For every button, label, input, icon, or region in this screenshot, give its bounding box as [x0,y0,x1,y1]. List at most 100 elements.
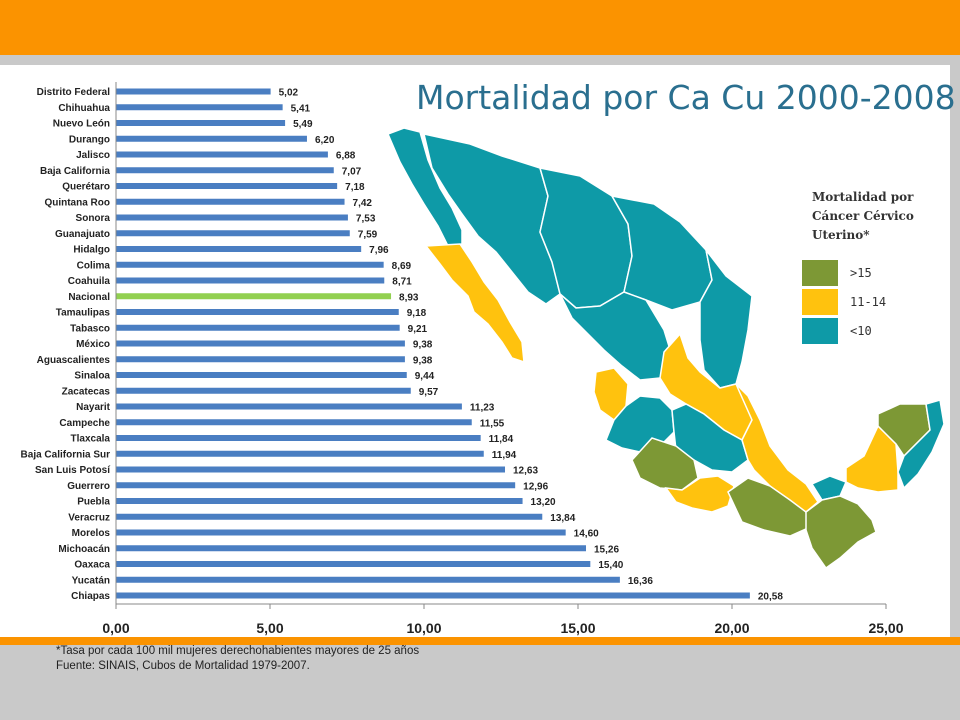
map-baja-california-sur [424,243,525,364]
bar-quintana-roo [116,198,345,205]
x-tick-label: 15,00 [560,620,595,636]
bar-morelos [116,529,566,536]
bar-hidalgo [116,246,362,252]
bar-nuevo-le-n [116,120,286,126]
map-baja-california [387,127,463,247]
bar-tamaulipas [116,309,399,315]
bar-guanajuato [116,230,350,237]
bar-veracruz [116,513,543,520]
category-label: Guerrero [67,481,110,492]
category-label: Quintana Roo [44,197,110,208]
legend-title-line: Mortalidad por [812,190,914,204]
bar-guerrero [116,482,516,489]
value-label: 9,57 [419,387,439,398]
map-quintana-roo [897,399,945,490]
category-label: Jalisco [76,150,110,161]
bar-chiapas [116,592,750,599]
bar-baja-california [116,167,334,174]
bar-distrito-federal [116,88,271,95]
legend-item-low: <10 [802,318,952,347]
bar-campeche [116,419,472,426]
value-label: 9,44 [415,371,435,382]
chart-title: Mortalidad por Ca Cu 2000-2008 [416,78,956,117]
mexico-map [387,127,945,570]
bar-zacatecas [116,387,411,394]
bar-san-luis-potos- [116,466,506,473]
value-label: 9,21 [408,324,428,335]
value-label: 15,26 [594,544,619,555]
footnote-rate: *Tasa por cada 100 mil mujeres derechoha… [56,645,420,657]
value-label: 11,23 [470,403,495,414]
category-label: México [76,339,110,350]
legend-item-high: >15 [802,260,952,289]
legend-swatch-low [802,318,838,344]
category-label: Distrito Federal [37,87,111,98]
category-label: Coahuila [68,276,111,287]
value-label: 9,38 [413,340,433,351]
category-label: Durango [69,134,110,145]
value-label: 7,07 [342,166,362,177]
category-label: Querétaro [62,182,110,193]
bar-chihuahua [116,104,283,111]
value-label: 7,42 [353,198,373,209]
footnote-source: Fuente: SINAIS, Cubos de Mortalidad 1979… [56,660,310,672]
value-label: 11,55 [480,418,505,429]
footnotes: *Tasa por cada 100 mil mujeres derechoha… [56,644,419,674]
bar-sonora [116,214,348,221]
bottom-accent-strip [0,637,960,645]
value-label: 8,71 [392,277,412,288]
category-label: Nayarit [76,402,111,413]
category-label: Chihuahua [58,103,110,114]
category-label: Campeche [59,418,110,429]
category-label: Nuevo León [53,119,110,130]
category-label: Zacatecas [62,386,111,397]
value-label: 6,20 [315,135,335,146]
x-tick-label: 20,00 [714,620,749,636]
category-label: Aguascalientes [37,355,111,366]
x-tick-label: 25,00 [868,620,903,636]
legend-title-line: Cáncer Cérvico [812,209,914,223]
category-label: Guanajuato [55,229,110,240]
category-label: San Luis Potosí [35,465,111,476]
value-label: 9,38 [413,355,433,366]
bar-tabasco [116,324,400,331]
legend-label-high: >15 [850,266,872,280]
value-label: 15,40 [598,560,623,571]
bar-nacional [116,293,392,300]
value-label: 8,93 [399,292,419,303]
value-label: 20,58 [758,592,783,603]
labels-group: Distrito Federal 5,02 Chihuahua 5,41 Nuevo L… [21,87,784,603]
map-campeche [845,424,899,493]
value-label: 13,20 [531,497,556,508]
legend-title: Mortalidad por Cáncer Cérvico Uterino* [812,188,952,245]
bar-tlaxcala [116,435,481,441]
top-accent-bar [0,0,960,55]
category-label: Colima [77,260,111,271]
value-label: 9,18 [407,308,427,319]
x-tick-label: 0,00 [102,620,129,636]
bar-coahuila [116,277,385,284]
map-sonora [422,133,561,305]
value-label: 7,59 [358,229,378,240]
x-axis: 0,00 5,00 10,00 15,00 20,00 25,00 [102,82,904,636]
map-chiapas [805,495,877,570]
map-tabasco [810,475,847,501]
category-label: Tabasco [70,323,110,334]
bar-aguascalientes [116,356,405,363]
category-label: Sonora [76,213,111,224]
bar-durango [116,135,307,142]
x-tick-label: 10,00 [406,620,441,636]
category-label: Veracruz [68,512,110,523]
map-michoacan [631,437,699,491]
legend-item-mid: 11-14 [802,289,952,318]
legend-swatch-mid [802,289,838,315]
value-label: 5,02 [279,88,299,99]
category-label: Tlaxcala [71,434,111,445]
category-label: Morelos [72,528,111,539]
category-label: Nacional [68,292,110,303]
bar-jalisco [116,151,328,158]
value-label: 7,53 [356,214,376,225]
category-label: Yucatán [72,575,110,586]
map-legend: Mortalidad por Cáncer Cérvico Uterino* >… [802,188,952,347]
value-label: 11,94 [492,450,517,461]
